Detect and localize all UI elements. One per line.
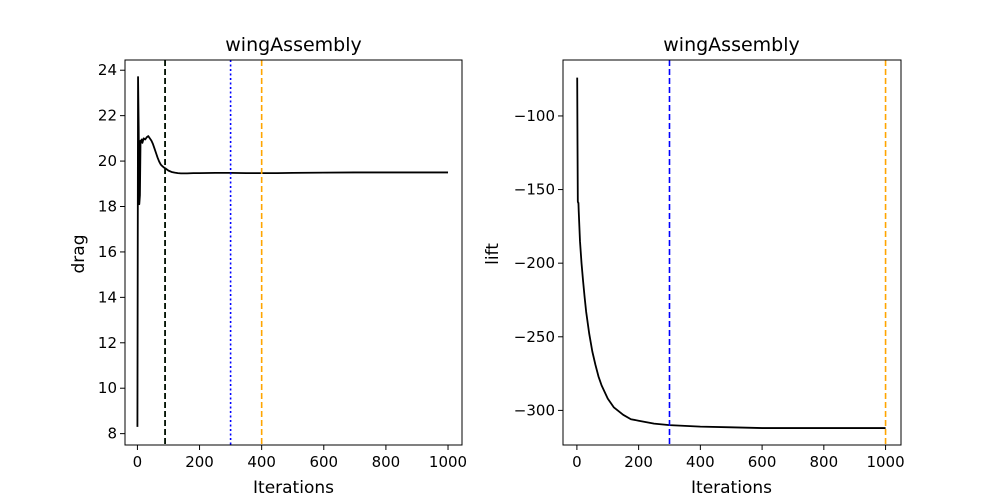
drag-panel-plot-area: 0 200 400 600 800 1000 8 10 12 14 16 18 20 22 24 — [98, 59, 467, 471]
drag-panel-y-axis-label: drag — [69, 235, 89, 274]
drag-x-tick-label-0: 0 — [133, 453, 143, 471]
lift-x-tick-label-2: 400 — [686, 453, 715, 471]
drag-y-tick-label-4: 16 — [98, 243, 117, 261]
drag-panel-x-axis-label: Iterations — [253, 478, 334, 498]
drag-y-tick-label-5: 18 — [98, 198, 117, 216]
lift-y-tick-label-3: −250 — [514, 328, 555, 346]
drag-y-tick-label-8: 24 — [98, 61, 117, 79]
drag-y-tick-label-2: 12 — [98, 334, 117, 352]
lift-x-tick-label-5: 1000 — [866, 453, 904, 471]
lift-panel-x-axis-label: Iterations — [691, 478, 772, 498]
drag-x-tick-label-1: 200 — [185, 453, 214, 471]
drag-x-tick-label-4: 800 — [372, 453, 401, 471]
drag-x-tick-label-2: 400 — [247, 453, 276, 471]
drag-panel-title: wingAssembly — [225, 34, 362, 56]
lift-series-line-0 — [576, 77, 886, 429]
drag-y-tick-label-3: 14 — [98, 288, 117, 306]
lift-panel-y-axis-label: lift — [483, 243, 503, 265]
lift-data-layer — [576, 60, 887, 445]
lift-panel-plot-area: 0 200 400 600 800 1000 −100 −150 −200 −250 −300 — [514, 59, 905, 471]
drag-y-tick-label-0: 8 — [107, 425, 117, 443]
drag-y-tick-label-6: 20 — [98, 152, 117, 170]
lift-y-tick-label-1: −150 — [514, 181, 555, 199]
drag-x-tick-label-5: 1000 — [429, 453, 467, 471]
drag-x-tick-label-3: 600 — [309, 453, 338, 471]
lift-y-tick-label-4: −300 — [514, 401, 555, 419]
lift-x-tick-label-4: 800 — [810, 453, 839, 471]
drag-series-line-0 — [136, 76, 449, 427]
lift-y-tick-label-0: −100 — [514, 107, 555, 125]
drag-axes-frame — [124, 59, 463, 446]
lift-panel-title: wingAssembly — [663, 34, 800, 56]
lift-y-tick-label-2: −200 — [514, 254, 555, 272]
drag-panel: wingAssembly Iterations drag 0 200 400 600 8… — [69, 34, 467, 498]
lift-x-tick-label-1: 200 — [624, 453, 653, 471]
drag-y-tick-label-1: 10 — [98, 379, 117, 397]
drag-data-layer — [136, 60, 449, 445]
drag-y-tick-label-7: 22 — [98, 107, 117, 125]
lift-x-tick-label-3: 600 — [748, 453, 777, 471]
lift-panel: wingAssembly Iterations lift 0 200 400 600 8… — [483, 34, 905, 498]
lift-axes-frame — [562, 59, 902, 446]
lift-x-tick-label-0: 0 — [572, 453, 582, 471]
